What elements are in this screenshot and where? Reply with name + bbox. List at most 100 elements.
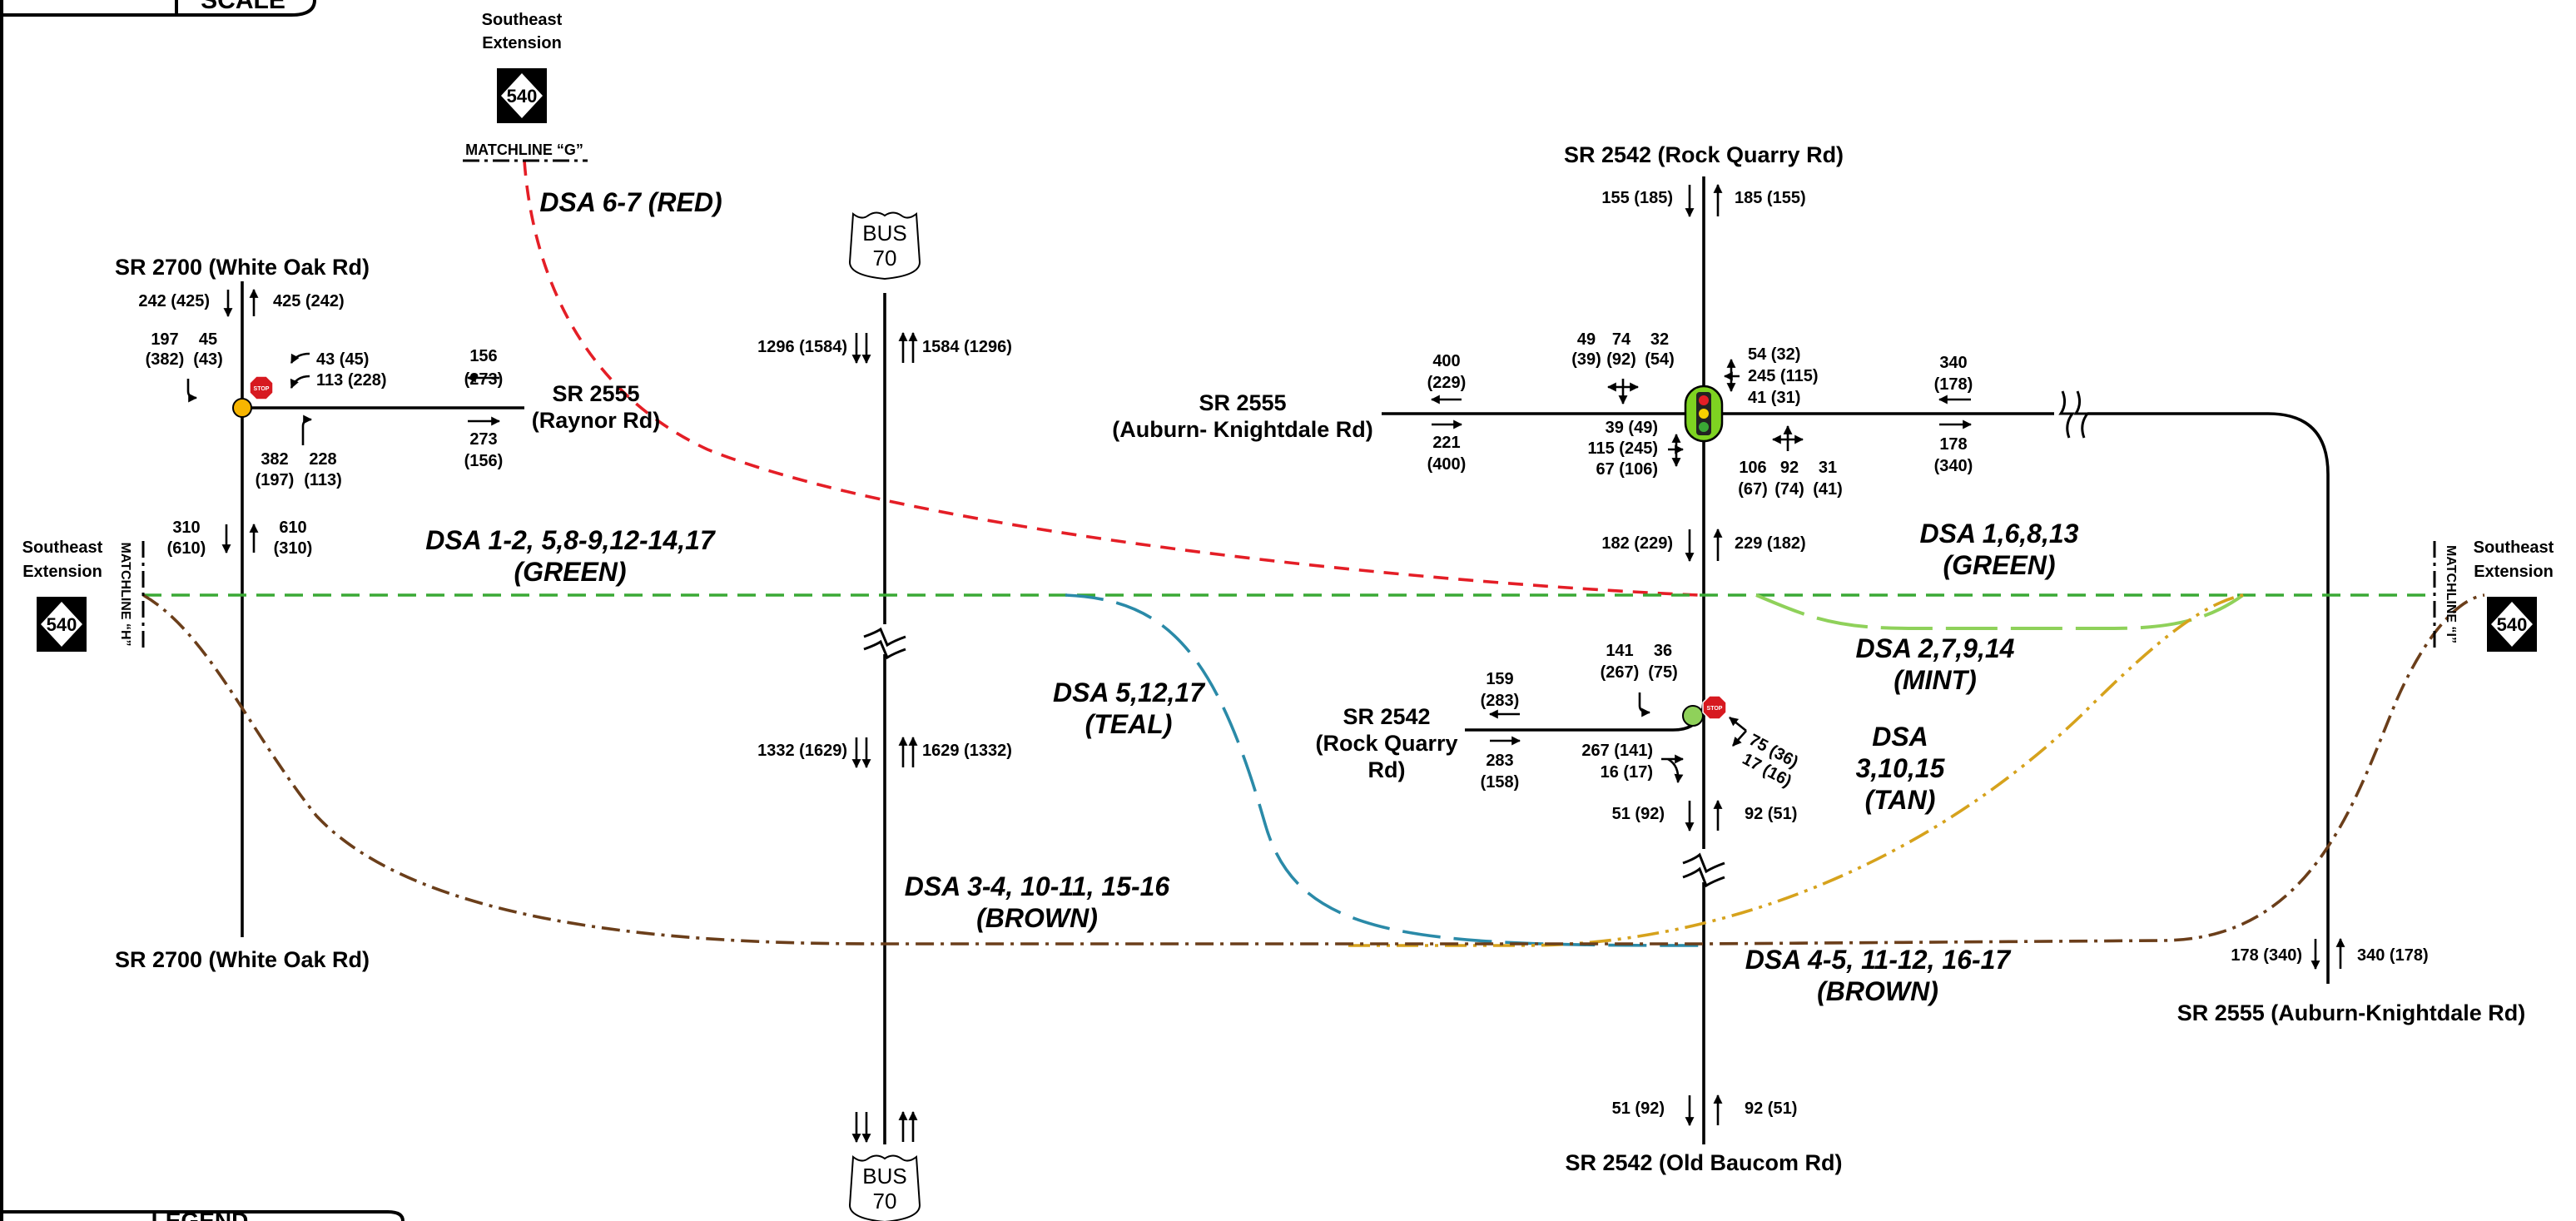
vol-aue-eb-1: 178: [1939, 435, 1967, 454]
auburn-west-label-2: (Auburn- Knightdale Rd): [1112, 417, 1372, 442]
vol-rq-sb-1: 49: [1577, 330, 1596, 349]
vol-rq2-sb-2: 36: [1654, 642, 1672, 660]
vol-rq2-eb-a: 283: [1486, 752, 1513, 770]
vol-wo-n-nb: 425 (242): [273, 292, 345, 310]
vol-wo-wb-1: 43 (45): [316, 350, 369, 369]
dsa-alignments: [142, 160, 2485, 947]
vol-rq2-eb-b: (158): [1481, 773, 1520, 792]
rock-quarry-west-1: SR 2542: [1343, 704, 1430, 729]
dsa-brown-right-2: (BROWN): [1817, 976, 1938, 1006]
frame: SCALE LEGEND: [0, 0, 405, 1221]
vol-wo-wb-2: 113 (228): [316, 371, 387, 390]
matchline-i-label: MATCHLINE “I”: [2444, 545, 2458, 643]
dsa-green-right-2: (GREEN): [1943, 550, 2055, 580]
dsa-mint-line: [1755, 593, 2245, 630]
dsa-green-right-1: DSA 1,6,8,13: [1920, 519, 2079, 548]
vol-wo-sb-l2: (382): [146, 350, 185, 369]
vol-aue-wb-1: 340: [1939, 354, 1967, 372]
vol-bus-n-sb: 1296 (1584): [757, 338, 847, 356]
vol-rq-eb-3: 67 (106): [1596, 460, 1659, 479]
dsa-labels: DSA 6-7 (RED) DSA 1-2, 5,8-9,12-14,17 (G…: [425, 187, 2078, 1006]
vol-raynor-eb-1: 273: [469, 430, 497, 449]
vol-wo-s-nb-1: 610: [279, 519, 306, 537]
svg-text:540: 540: [2497, 614, 2528, 635]
vol-rq-nb-5: (74): [1774, 480, 1804, 499]
vol-rq-sb-6: (54): [1645, 350, 1675, 369]
shields: 540 540 540 BUS 70 BUS 70: [37, 68, 2537, 1221]
nc-540-shield-top: 540: [497, 68, 547, 123]
vol-raynor-wb-2: (273): [464, 370, 504, 389]
bus-70-shield-bottom: BUS 70: [848, 1154, 921, 1221]
traffic-controls: STOP STOP: [232, 375, 1727, 727]
vol-wo-nb-l2: (197): [256, 471, 295, 489]
vol-wo-n-sb: 242 (425): [138, 292, 210, 310]
old-baucom-label: SR 2542 (Old Baucom Rd): [1565, 1150, 1842, 1175]
svg-text:70: 70: [873, 1189, 897, 1214]
vol-rq-n-nb: 185 (155): [1735, 189, 1806, 207]
dsa-brown-left-1: DSA 3-4, 10-11, 15-16: [905, 871, 1170, 901]
vol-wo-nb-r: 228: [309, 450, 336, 469]
matchline-g-label: MATCHLINE “G”: [465, 141, 583, 158]
vol-au-s-sb: 178 (340): [2231, 946, 2302, 965]
vol-rq2-sb-1: 141: [1606, 642, 1633, 660]
se-ext-right-2: Extension: [2474, 563, 2554, 581]
dsa-teal-2: (TEAL): [1085, 709, 1173, 739]
dsa-mint-2: (MINT): [1894, 665, 1977, 695]
vol-rq-nb-6: (41): [1813, 480, 1843, 499]
vol-rq-s1-sb: 51 (92): [1612, 805, 1665, 823]
vol-rq2-eb-1: 267 (141): [1581, 742, 1653, 760]
svg-text:BUS: BUS: [862, 221, 906, 246]
vol-rq-s1-nb: 92 (51): [1745, 805, 1797, 823]
vol-wo-sb-r2: (43): [193, 350, 223, 369]
road-break-marks: [863, 390, 2091, 888]
vol-bus-n-nb: 1584 (1296): [922, 338, 1012, 356]
vol-rq-n-sb: 155 (185): [1601, 189, 1673, 207]
auburn-knightdale-east: [1704, 412, 2330, 984]
vol-au-s-nb: 340 (178): [2357, 946, 2429, 965]
svg-text:540: 540: [47, 614, 77, 635]
bus-70-shield-top: BUS 70: [848, 211, 921, 280]
svg-text:STOP: STOP: [254, 386, 270, 392]
vol-auw-wb-1: 400: [1432, 352, 1460, 370]
vol-bus-s-sb: 1332 (1629): [757, 742, 847, 760]
vol-rq-sb-2: 74: [1612, 330, 1631, 349]
vol-aue-wb-2: (178): [1934, 375, 1973, 394]
vol-rq2-sb-3: (267): [1601, 663, 1640, 682]
dsa-tan-line: [1348, 593, 2244, 947]
vol-wo-sb-r: 45: [199, 330, 217, 349]
vol-rq-nb-2: 92: [1780, 459, 1799, 477]
raynor-label-2: (Raynor Rd): [532, 408, 661, 433]
vol-rq-eb-1: 39 (49): [1606, 419, 1658, 437]
matchline-h-label: MATCHLINE “H”: [118, 542, 132, 646]
volume-arrows: [186, 183, 2345, 1144]
auburn-west-label-1: SR 2555: [1199, 390, 1286, 415]
vol-rq-nb-3: 31: [1819, 459, 1837, 477]
dsa-mint-1: DSA 2,7,9,14: [1856, 633, 2015, 663]
vol-rq-eb-2: 115 (245): [1587, 439, 1658, 458]
vol-auw-wb-2: (229): [1427, 374, 1467, 392]
rock-quarry-label-top: SR 2542 (Rock Quarry Rd): [1564, 142, 1844, 167]
vol-rq-wb-1: 54 (32): [1748, 345, 1800, 364]
auburn-south-label: SR 2555 (Auburn-Knightdale Rd): [2177, 1000, 2526, 1025]
vol-wo-s-nb-2: (310): [274, 539, 313, 558]
vol-rq-wb-3: 41 (31): [1748, 389, 1800, 407]
stop-sign-icon: STOP: [249, 375, 274, 400]
raynor-label-1: SR 2555: [552, 381, 639, 406]
vol-rq2-sb-4: (75): [1648, 663, 1678, 682]
se-ext-left-1: Southeast: [22, 539, 103, 557]
svg-text:70: 70: [873, 246, 897, 271]
vol-aue-eb-2: (340): [1934, 457, 1973, 475]
white-oak-label-top: SR 2700 (White Oak Rd): [115, 255, 370, 280]
vol-raynor-wb-1: 156: [469, 347, 497, 365]
vol-rq-nb-1: 106: [1739, 459, 1766, 477]
legend-label: LEGEND: [151, 1208, 249, 1221]
vol-auw-eb-1: 221: [1432, 434, 1460, 452]
dsa-tan-1: DSA: [1872, 722, 1928, 752]
vol-rq-sb-4: (39): [1571, 350, 1601, 369]
vol-rq2-wb-1: 159: [1486, 670, 1513, 688]
se-ext-top-2: Extension: [482, 34, 562, 52]
vol-auw-eb-2: (400): [1427, 455, 1467, 474]
se-ext-top-1: Southeast: [482, 11, 563, 29]
rock-quarry-west-3: Rd): [1368, 757, 1406, 782]
svg-text:STOP: STOP: [1707, 706, 1723, 712]
